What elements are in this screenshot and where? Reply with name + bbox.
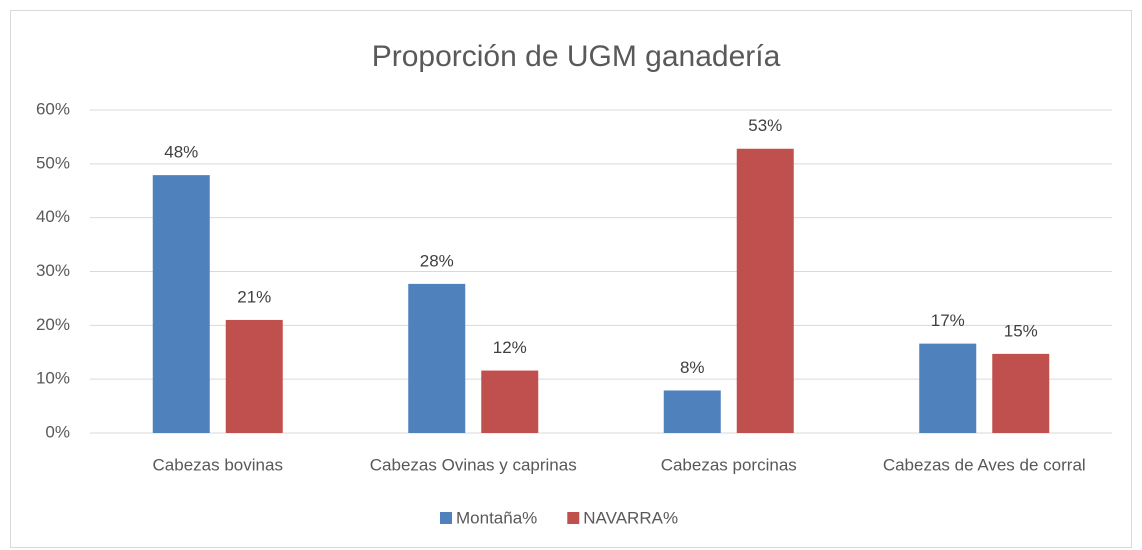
bar xyxy=(919,343,977,433)
bar xyxy=(152,175,210,433)
bar xyxy=(663,390,721,433)
legend-swatch xyxy=(440,512,452,524)
x-tick-label: Cabezas Ovinas y caprinas xyxy=(370,455,577,474)
data-label: 48% xyxy=(164,143,198,162)
data-label: 12% xyxy=(493,338,527,357)
x-tick-label: Cabezas de Aves de corral xyxy=(883,455,1086,474)
x-tick-label: Cabezas porcinas xyxy=(661,455,797,474)
data-label: 21% xyxy=(237,287,271,306)
bar xyxy=(408,283,466,433)
legend-swatch xyxy=(567,512,580,524)
y-tick-label: 0% xyxy=(45,422,70,441)
bar xyxy=(225,319,283,433)
data-label: 17% xyxy=(931,311,965,330)
x-tick-label: Cabezas bovinas xyxy=(153,455,283,474)
bar xyxy=(992,353,1050,433)
y-tick-label: 30% xyxy=(36,261,70,280)
chart-title: Proporción de UGM ganadería xyxy=(372,40,781,73)
data-label: 28% xyxy=(420,251,454,270)
legend-label: NAVARRA% xyxy=(583,508,678,527)
y-tick-label: 50% xyxy=(36,153,70,172)
bar xyxy=(481,370,539,433)
bar xyxy=(736,148,794,433)
data-label: 8% xyxy=(680,358,705,377)
y-tick-label: 60% xyxy=(36,99,70,118)
data-label: 15% xyxy=(1004,321,1038,340)
y-tick-label: 40% xyxy=(36,207,70,226)
legend-label: Montaña% xyxy=(456,508,537,527)
data-label: 53% xyxy=(748,116,782,135)
y-tick-label: 20% xyxy=(36,315,70,334)
y-tick-label: 10% xyxy=(36,369,70,388)
